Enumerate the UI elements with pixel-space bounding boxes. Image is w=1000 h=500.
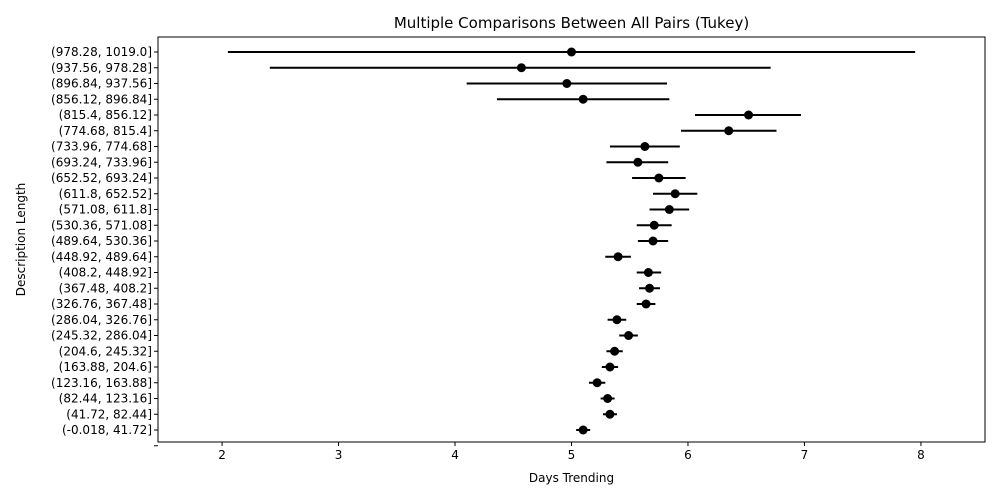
y-tick-label: (815.4, 856.12] — [59, 108, 152, 122]
y-tick-label: (693.24, 733.96] — [51, 155, 152, 169]
mean-point — [610, 346, 620, 356]
mean-point — [645, 283, 655, 293]
mean-point — [664, 205, 674, 214]
mean-point — [516, 63, 526, 73]
x-tick-label: 4 — [451, 448, 459, 462]
mean-point — [724, 126, 734, 136]
x-tick-label: 5 — [568, 448, 576, 462]
mean-point — [670, 189, 680, 199]
mean-point — [562, 79, 572, 88]
y-tick-label: (367.48, 408.2] — [59, 281, 152, 295]
x-axis-title: Days Trending — [529, 471, 614, 485]
y-tick-label: (245.32, 286.04] — [51, 329, 152, 343]
y-tick-label: (286.04, 326.76] — [51, 313, 152, 327]
mean-point — [592, 378, 602, 388]
series-marks — [227, 47, 916, 435]
mean-point — [578, 94, 588, 104]
mean-point — [640, 142, 650, 151]
chart-title: Multiple Comparisons Between All Pairs (… — [394, 14, 749, 32]
y-tick-label: (530.36, 571.08] — [51, 218, 152, 232]
y-tick-label: (856.12, 896.84] — [51, 92, 152, 106]
y-tick-label: (978.28, 1019.0] — [51, 45, 152, 59]
mean-point — [648, 236, 658, 246]
mean-point — [605, 362, 615, 372]
y-tick-label: (774.68, 815.4] — [59, 124, 152, 138]
y-tick-label: (611.8, 652.52] — [59, 187, 152, 201]
mean-point — [641, 299, 651, 309]
y-tick-label: (408.2, 448.92] — [59, 266, 152, 280]
y-tick-label: (326.76, 367.48] — [51, 297, 152, 311]
mean-point — [643, 268, 653, 277]
mean-point — [649, 220, 659, 230]
mean-point — [654, 173, 664, 183]
y-tick-label: (652.52, 693.24] — [51, 171, 152, 185]
mean-point — [633, 157, 643, 167]
plot-area — [157, 36, 986, 443]
mean-point — [624, 331, 634, 340]
mean-point — [605, 409, 615, 419]
mean-point — [744, 110, 754, 120]
y-tick-label: (123.16, 163.88] — [51, 376, 152, 390]
y-tick-label: (204.6, 245.32] — [59, 344, 152, 358]
y-tick-label: (937.56, 978.28] — [51, 61, 152, 75]
y-tick-label: (-0.018, 41.72] — [62, 423, 152, 437]
y-tick-label: (489.64, 530.36] — [51, 234, 152, 248]
mean-point — [567, 47, 576, 57]
mean-point — [613, 252, 623, 262]
x-tick-label: 8 — [917, 448, 925, 462]
y-tick-label: (82.44, 123.16] — [59, 392, 152, 406]
y-tick-label: (896.84, 937.56] — [51, 77, 152, 91]
y-tick-label: (448.92, 489.64] — [51, 250, 152, 264]
x-tick-label: 3 — [335, 448, 343, 462]
y-tick-label: (571.08, 611.8] — [59, 203, 152, 217]
y-tick-label: (733.96, 774.68] — [51, 140, 152, 154]
y-tick-label: (41.72, 82.44] — [66, 407, 152, 421]
mean-point — [603, 394, 613, 403]
y-axis: (978.28, 1019.0] (937.56, 978.28] (896.84,… — [51, 45, 158, 447]
x-axis: 2 3 4 5 6 7 8 — [218, 442, 925, 462]
y-tick-label: (163.88, 204.6] — [59, 360, 152, 374]
mean-point — [578, 425, 588, 435]
x-tick-label: 6 — [684, 448, 692, 462]
y-axis-title: Description Length — [14, 183, 28, 297]
x-tick-label: 2 — [218, 448, 226, 462]
x-tick-label: 7 — [801, 448, 809, 462]
mean-point — [612, 315, 622, 325]
